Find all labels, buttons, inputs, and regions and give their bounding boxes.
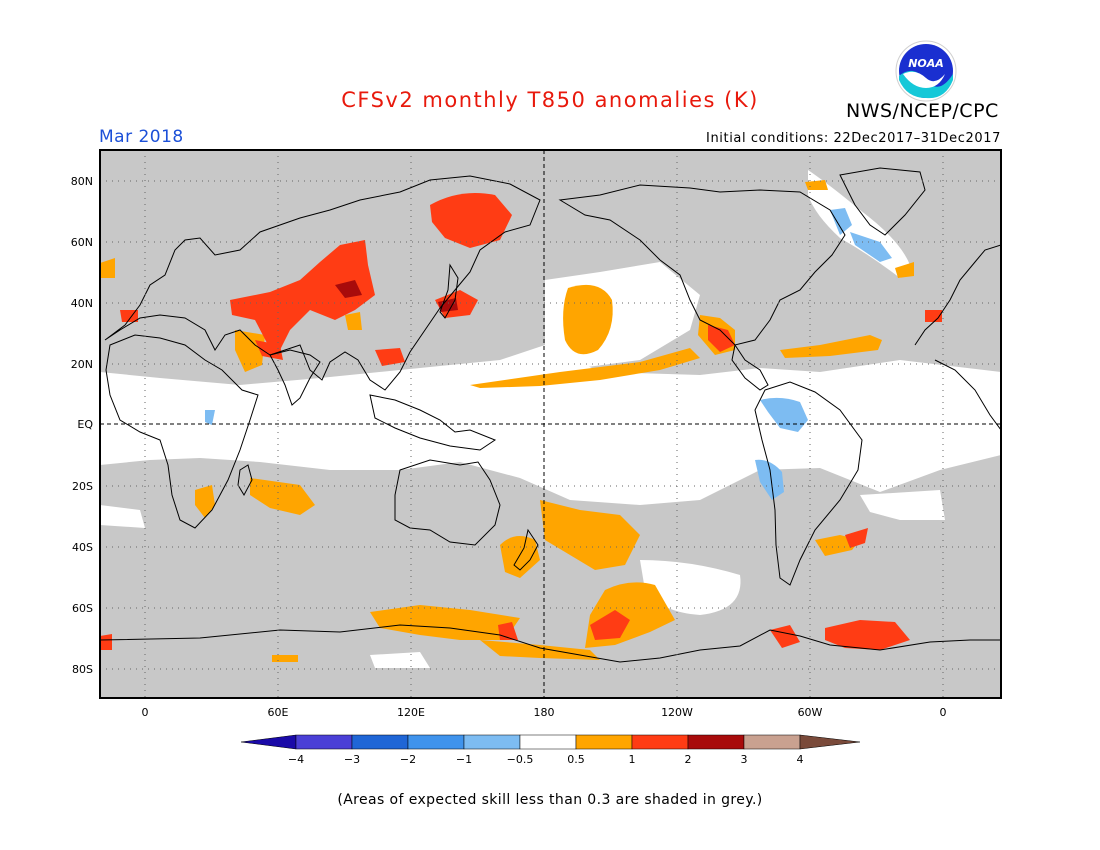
legend-tick-label: −2 [400, 753, 416, 766]
noaa-logo: NOAA [895, 40, 957, 106]
legend-tick-label: −4 [288, 753, 304, 766]
lat-label: 20S [72, 480, 93, 493]
lat-label: 80S [72, 663, 93, 676]
skill-footnote: (Areas of expected skill less than 0.3 a… [337, 792, 763, 808]
legend-swatch [351, 734, 409, 750]
legend-swatch [575, 734, 633, 750]
lat-label: 60N [71, 236, 93, 249]
anomaly-shading [100, 170, 1001, 668]
legend-swatch [687, 734, 745, 750]
forecast-period: Mar 2018 [99, 127, 184, 147]
legend-labels: −4 −3 −2 −1 −0.5 0.5 1 2 3 4 [288, 753, 804, 766]
legend-swatch [519, 734, 577, 750]
lon-label: 120W [661, 706, 693, 719]
lat-label: 60S [72, 602, 93, 615]
legend-swatch [631, 734, 689, 750]
lat-label: 80N [71, 175, 93, 188]
lat-label: 20N [71, 358, 93, 371]
lat-label: EQ [77, 418, 93, 431]
legend-tick-label: −0.5 [507, 753, 534, 766]
latitude-axis: 80N 60N 40N 20N EQ 20S 40S 60S 80S [71, 175, 94, 676]
legend-tick-label: −1 [456, 753, 472, 766]
legend-tick-label: 1 [629, 753, 636, 766]
map-frame [99, 149, 1002, 699]
map-title: CFSv2 monthly T850 anomalies (K) [341, 88, 759, 112]
initial-conditions: Initial conditions: 22Dec2017–31Dec2017 [706, 131, 1001, 146]
legend-swatch [743, 734, 801, 750]
graticule [100, 150, 1001, 698]
lat-label: 40S [72, 541, 93, 554]
organization-label: NWS/NCEP/CPC [846, 100, 999, 122]
legend-tick-label: 2 [685, 753, 692, 766]
legend-swatch [295, 734, 353, 750]
lon-label: 180 [534, 706, 555, 719]
legend-tick-label: 4 [797, 753, 804, 766]
longitude-axis: 0 60E 120E 180 120W 60W 0 [142, 706, 947, 719]
legend-tick-label: 3 [741, 753, 748, 766]
legend-swatch [407, 734, 465, 750]
logo-text: NOAA [908, 57, 944, 70]
color-legend: −4 −3 −2 −1 −0.5 0.5 1 2 3 4 [240, 734, 861, 766]
legend-tick-label: −3 [344, 753, 360, 766]
legend-swatch [463, 734, 521, 750]
lon-label: 0 [940, 706, 947, 719]
lat-label: 40N [71, 297, 93, 310]
lon-label: 60W [798, 706, 823, 719]
coastlines [100, 167, 1001, 663]
lon-label: 60E [268, 706, 289, 719]
white-band [100, 345, 1001, 505]
legend-tick-label: 0.5 [567, 753, 585, 766]
lon-label: 120E [397, 706, 425, 719]
legend-swatch [240, 734, 297, 750]
legend-swatch [799, 734, 861, 750]
lon-label: 0 [142, 706, 149, 719]
